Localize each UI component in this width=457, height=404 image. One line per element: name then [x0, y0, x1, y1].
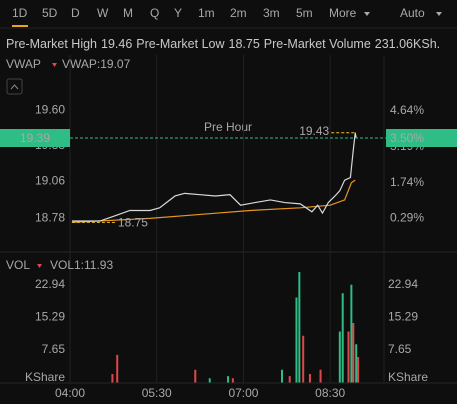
volume-bar — [281, 369, 283, 383]
info-value: 18.75 — [228, 37, 260, 51]
mode-select[interactable]: Auto — [400, 6, 425, 20]
last-change-label: 3.50% — [390, 131, 424, 145]
volume-bar — [295, 297, 298, 383]
y2-tick-label: 7.65 — [388, 342, 412, 356]
volume-bar — [338, 331, 341, 383]
dropdown-arrow — [37, 264, 42, 268]
volume-bar — [341, 293, 344, 383]
indicator-name: VWAP — [6, 57, 41, 71]
volume-bar — [194, 369, 197, 383]
y-tick-label: 19.06 — [35, 174, 65, 188]
timeframe-tab[interactable]: D — [71, 6, 80, 20]
low-marker-label: 18.75 — [118, 216, 148, 230]
volume-bar — [352, 322, 355, 383]
indicator-value: VOL1:11.93 — [50, 258, 113, 272]
y2-tick-label: KShare — [388, 370, 428, 384]
watermark: Pre Hour — [204, 120, 252, 134]
x-tick-label: 04:00 — [55, 386, 85, 400]
y-tick-label: 19.60 — [35, 103, 65, 117]
indicator-value: VWAP:19.07 — [62, 57, 131, 71]
volume-bar — [116, 354, 119, 383]
volume-bar — [298, 271, 301, 383]
info-value: 19.46 — [101, 37, 133, 51]
y-tick-label: 18.78 — [35, 211, 65, 225]
vwap-line — [71, 179, 356, 223]
x-tick-label: 08:30 — [315, 386, 345, 400]
last-price-box — [0, 129, 70, 148]
price-line — [71, 132, 357, 222]
y2-tick-label: 1.74% — [390, 175, 424, 189]
volume-bar — [308, 373, 311, 383]
y-tick-label: 15.29 — [35, 310, 65, 324]
timeframe-tab[interactable]: M — [123, 6, 133, 20]
volume-bar — [302, 335, 305, 383]
dropdown-arrow — [364, 12, 370, 16]
timeframe-tab[interactable]: Q — [150, 6, 159, 20]
info-label: Pre-Market Low — [136, 37, 225, 51]
timeframe-tab[interactable]: 5D — [42, 6, 58, 20]
y2-tick-label: 0.29% — [390, 211, 424, 225]
volume-bar — [208, 378, 211, 383]
y-tick-label: 7.65 — [42, 342, 66, 356]
timeframe-tab[interactable]: 2m — [230, 6, 247, 20]
collapse-button[interactable] — [6, 78, 23, 95]
volume-bar — [288, 376, 291, 383]
y2-tick-label: 22.94 — [388, 277, 418, 291]
y2-tick-label: 4.64% — [390, 103, 424, 117]
timeframe-tab[interactable]: More — [329, 6, 357, 20]
timeframe-tab[interactable]: 3m — [263, 6, 280, 20]
timeframe-tab[interactable]: 1m — [198, 6, 215, 20]
indicator-name: VOL — [6, 258, 30, 272]
volume-bar — [350, 284, 353, 383]
volume-bar — [355, 344, 358, 383]
x-tick-label: 05:30 — [142, 386, 172, 400]
dropdown-arrow — [52, 63, 57, 67]
timeframe-tab[interactable]: 1D — [12, 6, 28, 20]
y2-tick-label: 15.29 — [388, 310, 418, 324]
info-value: 231.06KSh. — [374, 37, 441, 51]
info-label: Pre-Market Volume — [263, 37, 371, 51]
volume-bar — [357, 356, 360, 383]
info-bar: Pre-Market High 19.46 Pre-Market Low 18.75 P… — [6, 37, 457, 51]
y-tick-label: KShare — [25, 370, 65, 384]
volume-bar — [231, 378, 234, 383]
timeframe-tab[interactable]: 5m — [296, 6, 313, 20]
collapse-icon — [10, 84, 19, 90]
timeframe-tab[interactable]: Y — [174, 6, 182, 20]
volume-bar — [347, 331, 350, 383]
info-label: Pre-Market High — [6, 37, 97, 51]
last-change-box — [386, 129, 457, 148]
high-marker-label: 19.43 — [299, 124, 329, 138]
x-tick-label: 07:00 — [228, 386, 258, 400]
volume-bar — [319, 369, 322, 383]
last-price-label: 19.39 — [20, 131, 50, 145]
dropdown-arrow — [436, 12, 442, 16]
timeframe-tab[interactable]: W — [97, 6, 109, 20]
volume-bar — [111, 373, 114, 383]
volume-bar — [227, 376, 230, 383]
y-tick-label: 22.94 — [35, 277, 65, 291]
